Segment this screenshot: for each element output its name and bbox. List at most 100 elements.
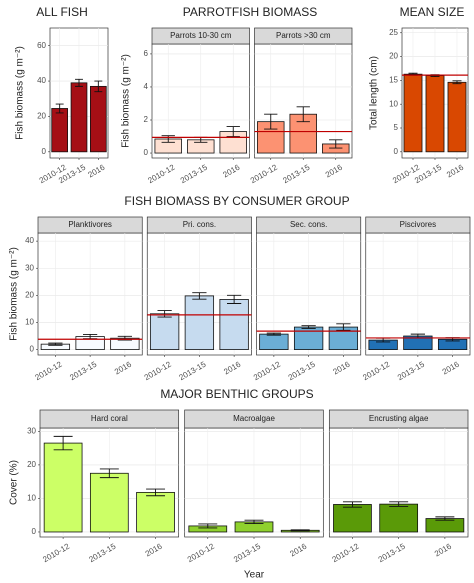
y-axis-label: Fish biomass (g m⁻²) [9,247,20,341]
chart-title: FISH BIOMASS BY CONSUMER GROUP [124,194,349,208]
y-tick-label: 30 [27,426,36,435]
bar [403,73,423,153]
y-tick-label: 60 [37,41,46,50]
error-bar [99,468,119,479]
y-tick-label: 30 [25,263,34,272]
x-tick-label: 2016 [332,359,352,376]
chart-title: MEAN SIZE [400,5,465,19]
bar [289,113,317,154]
x-tick-label: 2016 [86,162,106,179]
error-bar [226,126,240,137]
x-tick-label: 2016 [288,541,308,558]
x-tick-label: 2010-12 [252,359,282,382]
error-bar [296,106,310,123]
facet-label: Parrots 10-30 cm [170,31,232,40]
bar [149,313,180,350]
facet-label: Piscivores [400,220,436,229]
bar [43,442,83,533]
y-axis-label: Fish biomass (g m⁻²) [15,46,26,140]
x-axis-label: Year [244,570,265,581]
x-tick-label: 2013-15 [178,359,208,382]
x-tick-label: 2010-12 [34,359,64,382]
error-bar [192,292,207,300]
facet-label: Planktivores [68,220,112,229]
y-tick-label: 0 [32,527,37,536]
error-bar [266,332,281,336]
bar [333,504,372,533]
y-tick-label: 5 [394,123,399,132]
y-tick-label: 2 [144,115,149,124]
error-bar [75,78,83,87]
bar [136,491,175,533]
y-tick-label: 40 [37,76,46,85]
bar [184,295,215,350]
x-tick-label: 2016 [445,162,465,179]
x-tick-label: 2010-12 [143,359,173,382]
facet-label: Hard coral [91,414,128,423]
y-tick-label: 0 [144,148,149,157]
error-bar [48,342,63,346]
facet-label: Sec. cons. [290,220,327,229]
facet-label: Macroalgae [233,414,275,423]
error-bar [157,310,172,318]
y-tick-label: 20 [37,112,46,121]
y-tick-label: 20 [25,290,34,299]
error-bar [329,139,343,149]
bar [219,299,249,350]
error-bar [301,325,316,329]
x-tick-label: 2010-12 [41,541,71,564]
x-tick-label: 2016 [113,359,133,376]
bar [425,75,445,153]
error-bar [55,103,64,114]
x-tick-label: 2013-15 [179,162,209,185]
x-tick-label: 2016 [221,162,241,179]
x-tick-label: 2013-15 [377,541,407,564]
y-tick-label: 10 [25,318,34,327]
chart-title: MAJOR BENTHIC GROUPS [160,387,313,401]
x-tick-label: 2010-12 [361,359,391,382]
x-tick-label: 2010-12 [186,541,216,564]
error-bar [342,501,362,508]
facet-label: Pri. cons. [183,220,216,229]
bar [259,333,289,350]
error-bar [290,529,310,532]
y-tick-label: 0 [30,345,35,354]
error-bar [244,519,264,525]
x-tick-label: 2016 [144,541,164,558]
x-tick-label: 2010-12 [146,162,176,185]
facet-label: Encrusting algae [369,414,429,423]
bar [89,472,129,533]
y-tick-label: 20 [389,52,398,61]
x-tick-label: 2013-15 [87,541,117,564]
x-tick-label: 2013-15 [232,541,262,564]
chart-title: ALL FISH [36,5,88,19]
y-tick-label: 10 [389,99,398,108]
bar [379,503,419,533]
error-bar [264,113,278,130]
bar [51,108,68,153]
y-tick-label: 6 [144,49,149,58]
error-bar [389,501,409,507]
facet-label: Parrots >30 cm [276,31,331,40]
error-bar [198,523,218,529]
y-tick-label: 4 [144,82,149,91]
x-tick-label: 2013-15 [68,359,98,382]
error-bar [94,80,103,93]
y-tick-label: 10 [27,494,36,503]
x-tick-label: 2013-15 [281,162,311,185]
y-axis-label: Fish biomass (g m⁻²) [121,54,132,148]
y-axis-label: Total length (cm) [369,56,380,130]
error-bar [53,435,73,451]
error-bar [227,294,242,304]
y-tick-label: 0 [394,147,399,156]
bar [70,82,88,153]
x-tick-label: 2010-12 [331,541,361,564]
x-tick-label: 2016 [433,541,453,558]
bar [90,85,107,153]
x-tick-label: 2010-12 [249,162,279,185]
y-tick-label: 15 [389,75,398,84]
bar [447,81,467,153]
x-tick-label: 2013-15 [396,359,426,382]
y-tick-label: 25 [389,28,398,37]
